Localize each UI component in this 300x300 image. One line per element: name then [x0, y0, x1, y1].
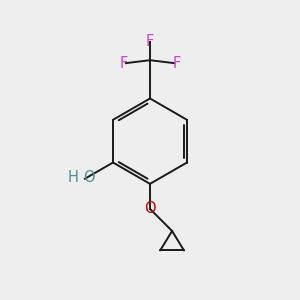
Text: O: O [83, 170, 94, 185]
Text: F: F [146, 34, 154, 50]
Text: F: F [172, 56, 181, 70]
Text: O: O [144, 201, 156, 216]
Text: H: H [67, 170, 78, 185]
Text: F: F [119, 56, 128, 70]
